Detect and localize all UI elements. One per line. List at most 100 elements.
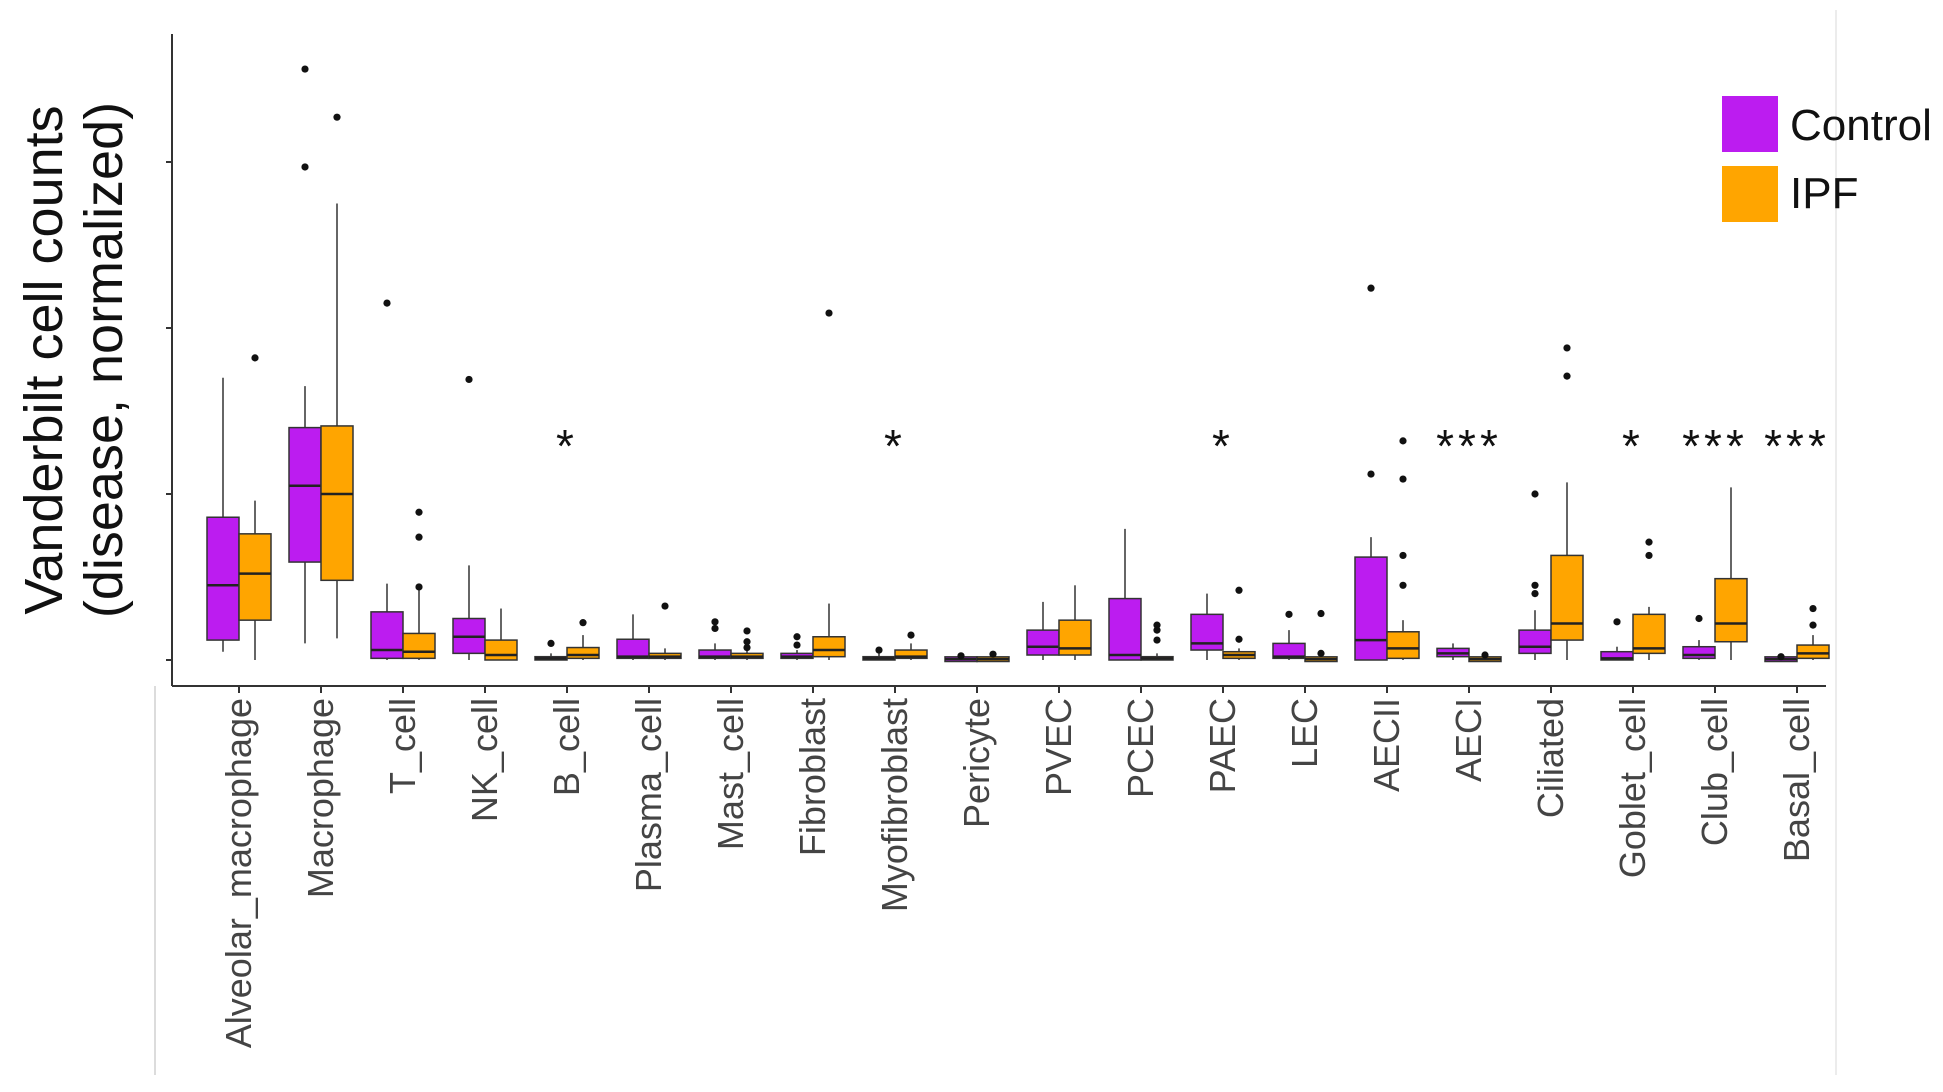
x-tick-label-plasma-cell: Plasma_cell — [628, 698, 669, 892]
box-group-myofibroblast — [862, 631, 928, 661]
x-tick-label-lec: LEC — [1284, 698, 1325, 768]
box-control-plasma-cell-box — [616, 638, 650, 660]
box-group-aeci — [1436, 643, 1502, 663]
box-group-macrophage — [288, 65, 354, 644]
box-ipf-mast-cell-outlier-point — [743, 643, 751, 652]
box-group-pcec — [1108, 528, 1174, 661]
box-ipf-mast-cell-outlier-point — [743, 638, 751, 646]
box-ipf-ciliated-box — [1550, 554, 1584, 641]
box-ipf-alveolar-macrophage-box — [238, 533, 272, 621]
box-group-aecii — [1354, 284, 1420, 661]
box-group-fibroblast — [780, 309, 846, 660]
box-ipf-b-cell-box — [566, 646, 600, 660]
significance-b-cell: * — [556, 420, 578, 472]
box-control-macrophage-box — [288, 426, 322, 563]
x-tick-label-paec: PAEC — [1202, 698, 1243, 793]
box-group-plasma-cell — [616, 602, 682, 660]
box-ipf-goblet-cell-outlier-point — [1645, 538, 1653, 546]
box-ipf-paec-outlier-point — [1235, 586, 1243, 594]
legend: Control IPF — [1722, 96, 1932, 222]
significance-aeci: *** — [1436, 420, 1502, 472]
box-ipf-lec-outlier-point — [1317, 649, 1325, 657]
box-control-b-cell-outlier-point — [547, 639, 555, 648]
significance-myofibroblast: * — [884, 420, 906, 472]
box-control-goblet-cell-outlier-point — [1613, 618, 1621, 626]
y-axis-title-line2: (disease, normalized) — [74, 102, 134, 618]
box-groups — [206, 65, 1830, 663]
box-group-pvec — [1026, 585, 1092, 660]
box-control-t-cell-outlier-point — [383, 299, 391, 307]
box-ipf-goblet-cell-box — [1632, 613, 1666, 655]
x-tick-label-basal-cell: Basal_cell — [1776, 698, 1817, 862]
x-tick-label-pericyte: Pericyte — [956, 698, 997, 828]
x-tick-label-aecii: AECII — [1366, 698, 1407, 792]
significance-marks: * * * *** * *** *** — [556, 420, 1826, 472]
box-ipf-t-cell-outlier-point — [415, 533, 423, 541]
significance-goblet-cell: * — [1622, 420, 1644, 472]
box-ipf-ciliated-outlier-point — [1563, 344, 1571, 352]
box-group-lec — [1272, 609, 1338, 663]
box-ipf-basal-cell-outlier-point — [1809, 621, 1817, 629]
box-ipf-plasma-cell-outlier-point — [661, 602, 669, 610]
box-control-pvec-box — [1026, 629, 1060, 656]
box-control-ciliated-box — [1518, 629, 1552, 655]
box-control-mast-cell-outlier-point — [711, 624, 719, 633]
box-ipf-pcec-outlier-point — [1153, 621, 1161, 629]
box-ipf-myofibroblast-outlier-point — [907, 631, 915, 639]
box-group-club-cell — [1682, 487, 1748, 660]
box-ipf-fibroblast-outlier-point — [825, 309, 833, 317]
box-ipf-macrophage-box — [320, 425, 354, 582]
box-ipf-basal-cell-outlier-point — [1809, 604, 1817, 613]
box-control-aecii-box — [1354, 556, 1388, 661]
x-tick-label-aeci: AECI — [1448, 698, 1489, 782]
x-tick-label-nk-cell: NK_cell — [464, 698, 505, 822]
box-ipf-pvec-box — [1058, 619, 1092, 656]
box-group-alveolar-macrophage — [206, 354, 272, 660]
x-tick-labels: Alveolar_macrophage Macrophage T_cell NK_ce… — [218, 686, 1817, 1048]
box-control-t-cell-box — [370, 611, 404, 660]
box-control-club-cell-box — [1682, 645, 1716, 660]
legend-swatch-ipf — [1722, 166, 1778, 222]
box-control-lec-outlier-point — [1285, 610, 1293, 618]
x-tick-label-mast-cell: Mast_cell — [710, 698, 751, 850]
box-control-lec-box — [1272, 642, 1306, 660]
box-ipf-t-cell-outlier-point — [415, 583, 423, 591]
x-tick-label-goblet-cell: Goblet_cell — [1612, 698, 1653, 878]
legend-label-ipf: IPF — [1790, 169, 1858, 218]
box-ipf-lec-outlier-point — [1317, 609, 1325, 618]
box-control-goblet-cell-box — [1600, 650, 1634, 661]
box-control-myofibroblast-outlier-point — [875, 646, 883, 654]
box-ipf-aecii-box — [1386, 631, 1420, 660]
box-group-nk-cell — [452, 375, 518, 661]
box-control-ciliated-outlier-point — [1531, 490, 1539, 498]
significance-club-cell: *** — [1682, 420, 1748, 472]
box-ipf-pcec-outlier-point — [1153, 636, 1161, 644]
box-control-macrophage-outlier-point — [301, 163, 309, 171]
y-ticks — [166, 161, 172, 661]
x-tick-label-fibroblast: Fibroblast — [792, 698, 833, 856]
box-control-fibroblast-outlier-point — [793, 641, 801, 649]
x-tick-label-macrophage: Macrophage — [300, 698, 341, 898]
box-group-paec — [1190, 586, 1256, 660]
significance-paec: * — [1212, 420, 1234, 472]
x-tick-label-pcec: PCEC — [1120, 698, 1161, 798]
box-ipf-myofibroblast-box — [894, 649, 928, 660]
box-control-basal-cell-outlier-point — [1777, 653, 1785, 661]
box-group-ciliated — [1518, 344, 1584, 660]
box-group-goblet-cell — [1600, 538, 1666, 661]
box-control-fibroblast-outlier-point — [793, 633, 801, 641]
box-ipf-nk-cell-box — [484, 639, 518, 661]
box-group-mast-cell — [698, 618, 764, 660]
box-control-pcec-box — [1108, 597, 1142, 661]
x-tick-label-alveolar-macrophage: Alveolar_macrophage — [218, 698, 259, 1048]
box-ipf-basal-cell-box — [1796, 644, 1830, 660]
box-control-paec-box — [1190, 613, 1224, 651]
box-ipf-mast-cell-outlier-point — [743, 627, 751, 635]
box-control-mast-cell-outlier-point — [711, 618, 719, 626]
box-ipf-b-cell-outlier-point — [579, 619, 587, 627]
legend-label-control: Control — [1790, 101, 1932, 150]
box-ipf-pericyte-outlier-point — [989, 650, 997, 658]
box-control-club-cell-outlier-point — [1695, 614, 1703, 623]
x-tick-label-t-cell: T_cell — [382, 698, 423, 794]
